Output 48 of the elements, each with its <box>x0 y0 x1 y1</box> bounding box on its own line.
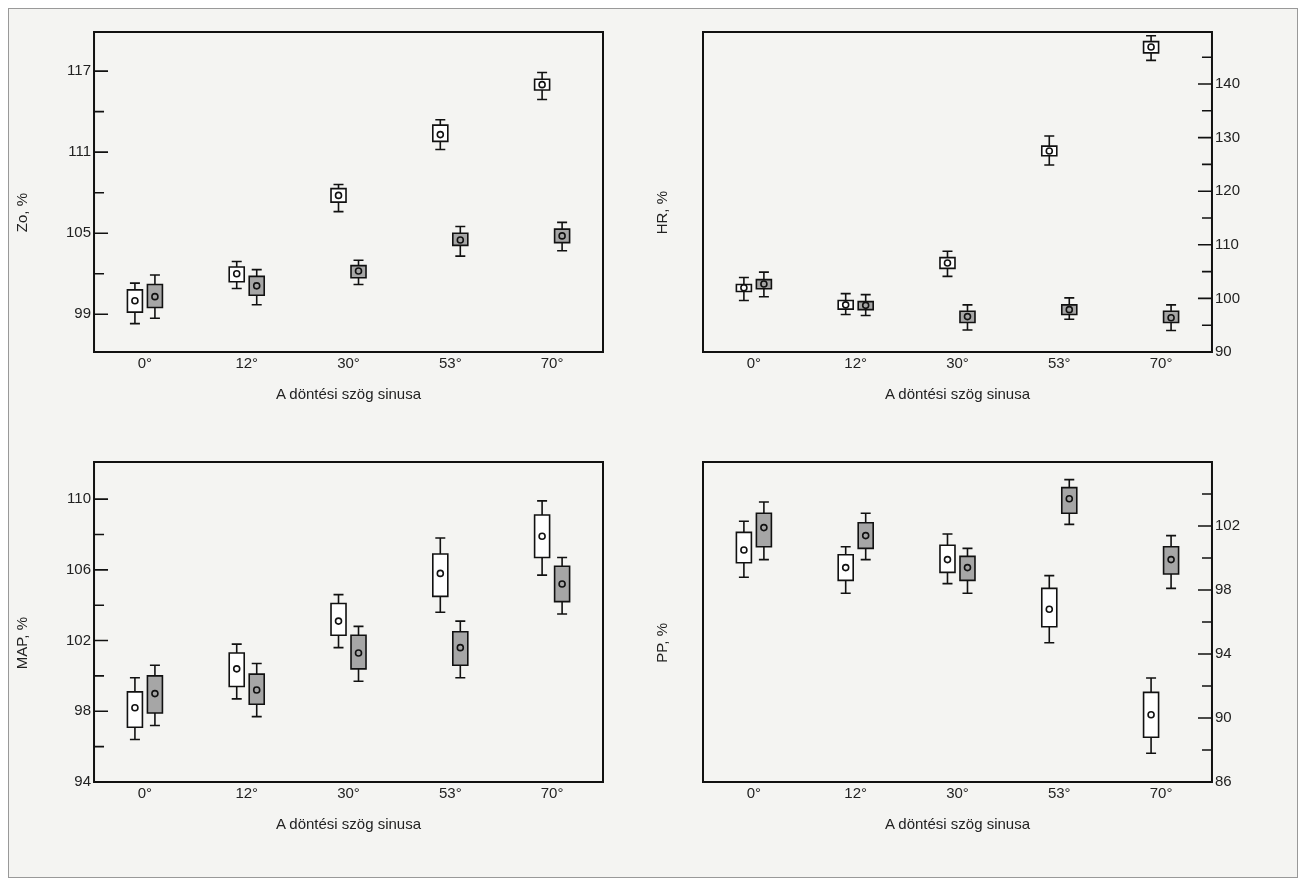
x-tick-label: 53° <box>438 354 462 372</box>
y2-tick-label: 94 <box>1214 644 1232 662</box>
y2-tick-label: 110 <box>1214 234 1239 252</box>
y2-tick-label: 90 <box>1214 708 1232 726</box>
x-tick-label: 12° <box>844 784 868 802</box>
x-tick-label: 70° <box>540 354 564 372</box>
x-tick-label: 30° <box>337 784 360 802</box>
x-axis-title: A döntési szög sinusa <box>275 815 422 833</box>
y-tick-label: 102 <box>66 630 92 648</box>
y-axis-title: HR, % <box>653 191 671 235</box>
x-tick-label: 0° <box>137 784 153 802</box>
x-tick-label: 70° <box>1149 354 1173 372</box>
y-axis-title: PP, % <box>653 623 671 663</box>
x-tick-label: 30° <box>946 784 969 802</box>
y-tick-label: 99 <box>74 304 92 322</box>
y-axis-title: MAP, % <box>13 616 31 670</box>
y-tick-label: 105 <box>66 223 92 241</box>
x-tick-label: 0° <box>746 354 762 372</box>
y-tick-label: 94 <box>74 772 92 790</box>
x-tick-label: 12° <box>844 354 868 372</box>
x-tick-label: 70° <box>1149 784 1173 802</box>
y-tick-label: 110 <box>67 489 92 507</box>
y-axis-title: Zo, % <box>13 193 31 233</box>
x-tick-label: 0° <box>137 354 153 372</box>
x-tick-label: 0° <box>746 784 762 802</box>
y2-tick-label: 86 <box>1214 772 1232 790</box>
x-tick-label: 30° <box>337 354 360 372</box>
x-tick-label: 53° <box>1047 784 1071 802</box>
x-axis-title: A döntési szög sinusa <box>884 385 1031 403</box>
x-tick-label: 30° <box>946 354 969 372</box>
y-tick-label: 106 <box>66 559 92 577</box>
y2-tick-label: 102 <box>1214 516 1240 534</box>
y2-tick-label: 98 <box>1214 580 1232 598</box>
x-tick-label: 53° <box>1047 354 1071 372</box>
x-axis-title: A döntési szög sinusa <box>275 385 422 403</box>
y-tick-label: 98 <box>74 701 92 719</box>
x-axis-title: A döntési szög sinusa <box>884 815 1031 833</box>
x-tick-label: 12° <box>235 784 259 802</box>
y2-tick-label: 120 <box>1214 181 1240 199</box>
y-tick-label: 111 <box>68 142 92 160</box>
x-tick-label: 12° <box>235 354 259 372</box>
x-tick-label: 70° <box>540 784 564 802</box>
y2-tick-label: 130 <box>1214 127 1240 145</box>
x-tick-label: 53° <box>438 784 462 802</box>
y2-tick-label: 90 <box>1214 342 1232 360</box>
y2-tick-label: 140 <box>1214 74 1240 92</box>
y2-tick-label: 100 <box>1214 288 1240 306</box>
y-tick-label: 117 <box>67 61 92 79</box>
